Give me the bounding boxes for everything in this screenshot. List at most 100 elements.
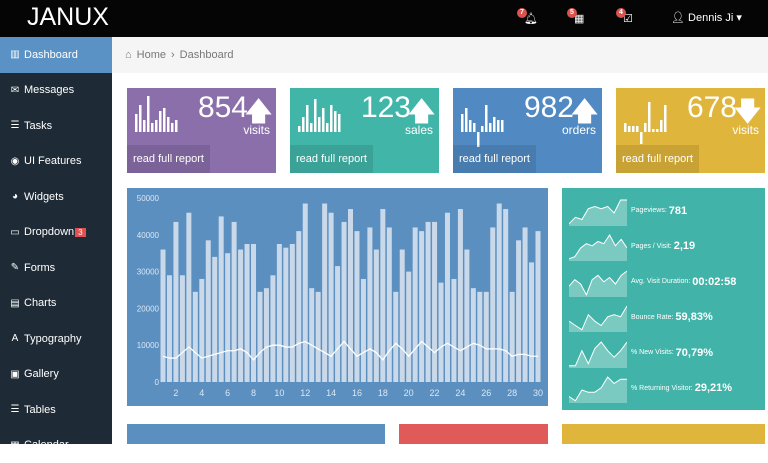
chart-bar [342, 222, 347, 382]
user-menu[interactable]: 👤︎ Dennis Ji ▾ [671, 11, 742, 24]
chart-bar [238, 250, 243, 382]
stat-sparkline [569, 231, 627, 261]
y-tick-label: 20000 [137, 304, 160, 313]
user-name: Dennis Ji [688, 12, 733, 24]
font-icon: A [8, 333, 22, 344]
chart-bar [186, 213, 191, 382]
sidebar-item-label: Dashboard [24, 49, 78, 61]
chart-bar [439, 283, 444, 382]
read-report-link[interactable]: read full report [453, 145, 536, 173]
chart-bar [432, 222, 437, 382]
tasks-button[interactable]: 4☑ [623, 12, 633, 25]
spark-bar [298, 126, 301, 132]
spark-bar [481, 126, 484, 132]
chart-bar [245, 244, 250, 382]
x-tick-label: 24 [455, 388, 465, 398]
sidebar-item-widgets[interactable]: ◕Widgets [0, 179, 112, 215]
chart-bar [283, 248, 288, 382]
chart-bar [251, 244, 256, 382]
stat-sparkline [569, 267, 627, 297]
read-report-link[interactable]: read full report [127, 145, 210, 173]
edit-icon: ✎ [8, 262, 22, 273]
spark-bar [501, 120, 504, 132]
eye-icon: ◉ [8, 156, 22, 167]
spark-bar [171, 123, 174, 132]
spark-bar [143, 120, 146, 132]
bar-chart-icon: ▥ [8, 49, 22, 60]
x-tick-label: 22 [430, 388, 440, 398]
sidebar-item-charts[interactable]: ▤Charts [0, 286, 112, 322]
chart-bar [380, 209, 385, 382]
chart-bar [212, 257, 217, 382]
spark-bar [155, 120, 158, 132]
chart-bar [309, 288, 314, 382]
chart-bar [367, 227, 372, 382]
spark-bar [322, 108, 325, 132]
spark-bar [664, 105, 667, 132]
stat-label: % Returning Visitor: [631, 385, 693, 392]
sidebar-item-tasks[interactable]: ☰Tasks [0, 108, 112, 144]
sidebar-item-forms[interactable]: ✎Forms [0, 250, 112, 286]
bottom-panel-blue [127, 424, 385, 444]
stat-row: Pageviews:781 [569, 194, 765, 227]
sidebar-item-messages[interactable]: ✉Messages [0, 73, 112, 109]
bottom-panel-red [399, 424, 548, 444]
stat-value: 29,21% [695, 382, 732, 394]
chart-bar [348, 209, 353, 382]
sidebar-item-label: Forms [24, 262, 55, 274]
stat-label: Bounce Rate: [631, 314, 673, 321]
chart-bar [322, 204, 327, 382]
spark-bar [648, 102, 651, 132]
stat-row: Bounce Rate:59,83% [569, 301, 765, 334]
sidebar-item-calendar[interactable]: ▦Calendar [0, 428, 112, 463]
sidebar-item-label: Charts [24, 297, 56, 309]
stat-sparkline [569, 373, 627, 403]
spark-bar [493, 117, 496, 132]
stat-value: 2,19 [674, 240, 695, 252]
chart-bar [523, 227, 528, 382]
breadcrumb-current: Dashboard [180, 49, 234, 61]
stat-label: Pageviews: [631, 207, 667, 214]
spark-bar [175, 120, 178, 132]
sidebar-item-label: UI Features [24, 155, 81, 167]
x-tick-label: 28 [507, 388, 517, 398]
spark-bar [636, 126, 639, 132]
chart-bar [393, 292, 398, 382]
chart-bar [510, 292, 515, 382]
sidebar-item-gallery[interactable]: ▣Gallery [0, 357, 112, 393]
home-icon: ⌂ [125, 49, 132, 61]
calendar-button[interactable]: 5▦ [574, 12, 584, 25]
stat-value: 59,83% [675, 311, 712, 323]
x-tick-label: 6 [225, 388, 230, 398]
spark-bar [306, 105, 309, 132]
chart-bar [497, 204, 502, 382]
tasks-badge: 4 [616, 8, 626, 18]
breadcrumb-home[interactable]: Home [137, 49, 166, 61]
chart-bar [490, 227, 495, 382]
chart-bar [193, 292, 198, 382]
top-navbar: JANUX 7🔔︎ 5▦ 4☑ 👤︎ Dennis Ji ▾ [0, 0, 768, 37]
chart-bar [536, 231, 541, 382]
sidebar-item-tables[interactable]: ☰Tables [0, 392, 112, 428]
sidebar-item-dashboard[interactable]: ▥Dashboard [0, 37, 112, 73]
chart-bar [277, 244, 282, 382]
logo[interactable]: JANUX [27, 3, 109, 32]
chart-bar [451, 279, 456, 382]
sidebar-item-label: Gallery [24, 368, 59, 380]
read-report-link[interactable]: read full report [290, 145, 373, 173]
breadcrumb: ⌂ Home › Dashboard [112, 37, 768, 73]
chart-bar [225, 253, 230, 382]
notifications-button[interactable]: 7🔔︎ [524, 12, 538, 25]
sidebar-item-ui-features[interactable]: ◉UI Features [0, 144, 112, 180]
spark-bar [624, 123, 627, 132]
stat-label: % New Visits: [631, 349, 674, 356]
chart-bar [270, 275, 275, 382]
card-value: 854 [198, 91, 248, 125]
read-report-link[interactable]: read full report [616, 145, 699, 173]
spark-bar [640, 132, 643, 144]
spark-bar [151, 123, 154, 132]
chart-bar [419, 231, 424, 382]
chart-bar [445, 213, 450, 382]
